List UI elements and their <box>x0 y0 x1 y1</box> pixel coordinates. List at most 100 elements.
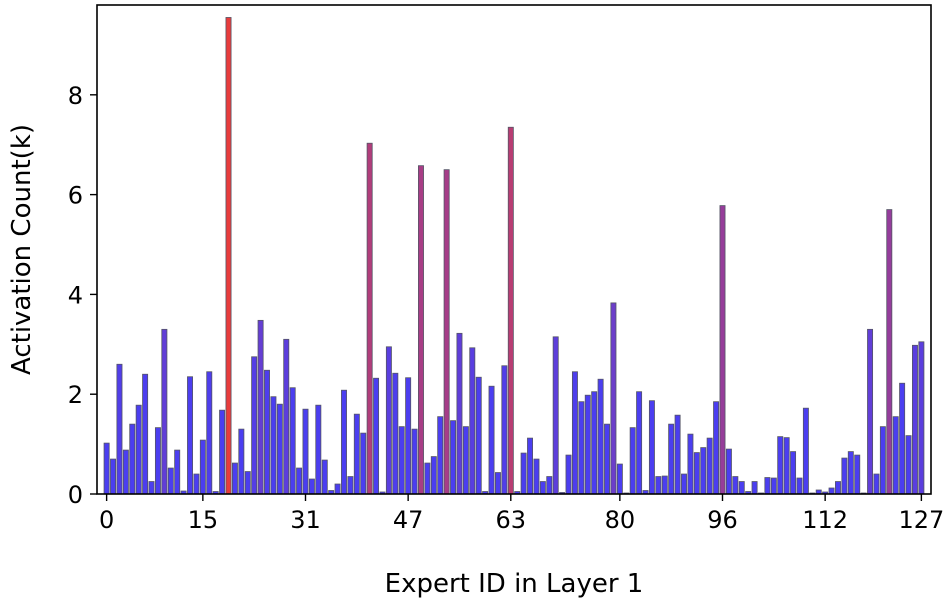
bar-expert-18 <box>219 409 226 495</box>
bar-expert-78 <box>604 423 610 495</box>
bar-expert-37 <box>341 389 347 495</box>
bar-expert-90 <box>681 473 687 495</box>
bar-expert-41 <box>366 142 373 495</box>
bar-expert-51 <box>430 456 437 495</box>
bar-expert-21 <box>238 428 245 495</box>
bar-expert-125 <box>905 435 912 495</box>
y-tick-label: 6 <box>68 182 83 210</box>
bar-expert-79 <box>610 302 617 495</box>
x-tick-label: 127 <box>898 506 944 534</box>
bar-expert-74 <box>578 401 585 495</box>
bar-expert-126 <box>912 344 918 495</box>
bar-expert-103 <box>764 477 771 495</box>
bar-expert-72 <box>565 454 572 495</box>
bar-expert-87 <box>661 475 668 495</box>
bar-expert-113 <box>828 487 835 495</box>
bar-expert-48 <box>411 428 418 495</box>
x-tick-label: 63 <box>496 506 527 534</box>
bar-expert-33 <box>315 404 322 495</box>
bar-expert-82 <box>629 427 636 495</box>
bar-expert-109 <box>802 407 809 495</box>
bar-expert-63 <box>507 126 514 495</box>
bar-expert-119 <box>867 328 874 495</box>
bar-expert-42 <box>373 377 380 495</box>
bar-expert-76 <box>591 391 598 495</box>
bar-expert-83 <box>636 391 643 495</box>
bar-expert-91 <box>687 433 694 495</box>
bars-group <box>103 17 925 495</box>
bar-expert-92 <box>693 452 700 495</box>
bar-expert-19 <box>225 17 232 495</box>
x-tick-label: 0 <box>99 506 114 534</box>
x-tick-label: 112 <box>802 506 848 534</box>
bar-expert-34 <box>321 459 328 495</box>
bar-expert-50 <box>424 462 431 495</box>
bar-expert-38 <box>347 476 354 495</box>
bar-expert-122 <box>886 209 893 495</box>
bar-expert-55 <box>456 332 463 495</box>
bar-expert-26 <box>270 396 277 495</box>
bar-expert-105 <box>777 436 784 495</box>
bar-expert-88 <box>668 423 675 495</box>
bar-expert-36 <box>334 483 341 495</box>
bar-expert-68 <box>539 481 546 495</box>
bar-expert-40 <box>360 432 367 495</box>
bar-expert-54 <box>450 420 457 495</box>
bar-expert-104 <box>770 477 777 495</box>
x-axis-ticks: 0 15 31 47 63 80 96 112 127 <box>99 494 944 534</box>
bar-expert-107 <box>790 451 797 495</box>
bar-expert-108 <box>796 477 803 495</box>
bar-expert-7 <box>148 481 155 495</box>
bar-expert-61 <box>494 472 501 495</box>
x-tick-label: 31 <box>290 506 321 534</box>
bar-expert-49 <box>418 165 424 495</box>
bar-expert-60 <box>488 385 495 495</box>
bar-expert-66 <box>527 437 533 495</box>
bar-expert-5 <box>135 404 142 495</box>
bar-expert-53 <box>443 169 450 495</box>
x-tick-label: 80 <box>605 506 636 534</box>
bar-expert-115 <box>841 457 848 495</box>
bar-expert-20 <box>231 462 238 495</box>
bar-expert-57 <box>469 347 476 495</box>
bar-expert-25 <box>264 369 270 495</box>
bar-expert-124 <box>899 382 906 495</box>
bar-expert-13 <box>187 376 193 495</box>
bar-expert-96 <box>719 205 726 495</box>
bar-expert-67 <box>533 458 540 495</box>
bar-expert-6 <box>142 373 149 495</box>
bar-expert-121 <box>879 426 886 495</box>
y-axis-label: Activation Count(k) <box>7 124 37 375</box>
y-axis-ticks: 0 2 4 6 8 <box>68 82 97 509</box>
bar-expert-11 <box>174 449 181 495</box>
plot-frame <box>96 4 932 495</box>
bar-expert-106 <box>783 437 790 495</box>
bar-expert-114 <box>835 481 841 495</box>
bar-expert-86 <box>655 476 662 495</box>
bar-expert-75 <box>584 394 591 495</box>
bar-expert-69 <box>546 476 553 495</box>
bar-expert-93 <box>700 447 707 495</box>
bar-expert-23 <box>251 356 258 495</box>
bar-expert-99 <box>738 481 745 495</box>
bar-expert-22 <box>244 471 251 495</box>
x-axis-label: Expert ID in Layer 1 <box>385 569 644 599</box>
bar-expert-47 <box>405 377 412 495</box>
x-tick-label: 47 <box>393 506 424 534</box>
bar-expert-62 <box>501 365 508 495</box>
bar-expert-10 <box>167 467 174 495</box>
y-tick-label: 0 <box>68 481 83 509</box>
bar-expert-30 <box>296 467 303 495</box>
x-tick-label: 96 <box>707 506 738 534</box>
bar-expert-97 <box>725 448 732 495</box>
bar-expert-46 <box>398 426 405 495</box>
bar-expert-127 <box>918 341 925 495</box>
bar-expert-0 <box>103 442 110 495</box>
bar-expert-29 <box>289 387 296 495</box>
bar-expert-39 <box>353 413 360 495</box>
bar-expert-8 <box>154 427 161 495</box>
bar-expert-24 <box>257 319 264 495</box>
bar-expert-27 <box>276 403 283 495</box>
bar-expert-32 <box>308 478 315 495</box>
x-tick-label: 15 <box>188 506 219 534</box>
